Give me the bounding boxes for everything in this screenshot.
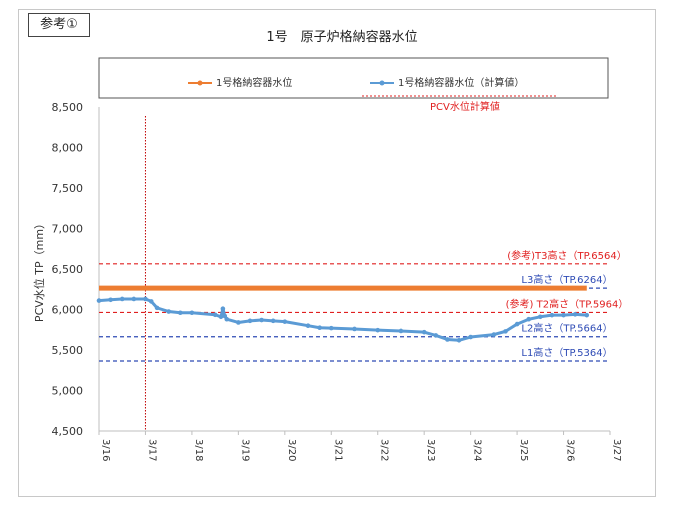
data-point: [549, 312, 555, 318]
y-tick-label: 6,500: [52, 263, 84, 276]
reference-line-label: L2高さ（TP.5664）: [521, 322, 612, 335]
legend: 1号格納容器水位 1号格納容器水位（計算値） PCV水位計算値: [188, 76, 556, 113]
data-point: [177, 310, 183, 316]
y-tick-label: 5,000: [52, 385, 84, 398]
x-tick-label: 3/20: [286, 439, 297, 461]
data-point: [154, 305, 160, 311]
x-tick-label: 3/27: [611, 439, 622, 461]
x-tick-label: 3/16: [100, 439, 111, 461]
x-tick-label: 3/24: [472, 439, 483, 461]
data-point: [572, 312, 578, 317]
reference-line-label: L1高さ（TP.5364）: [521, 346, 612, 359]
data-point: [468, 334, 473, 340]
data-point: [148, 299, 154, 304]
data-point: [282, 319, 288, 324]
series-layer: [96, 285, 590, 343]
x-tick-label: 3/17: [146, 439, 157, 461]
x-tick-label: 3/23: [425, 439, 436, 461]
y-tick-label: 5,500: [52, 344, 84, 357]
legend-marker-measured: [197, 80, 203, 86]
data-point: [491, 332, 497, 337]
reference-line-label: L3高さ（TP.6264）: [521, 273, 612, 286]
data-point: [433, 333, 439, 338]
data-point: [317, 325, 322, 331]
y-ticks: 4,500 5,000 5,500 6,000 6,500 7,000 7,500 8,000…: [52, 101, 84, 438]
x-tick-label: 3/19: [239, 439, 250, 461]
legend-label-calculated: 1号格納容器水位（計算値）: [398, 76, 524, 89]
legend-box: [98, 57, 609, 99]
data-point: [375, 327, 381, 333]
data-point: [247, 318, 253, 324]
data-point: [456, 337, 462, 343]
data-point: [526, 316, 532, 322]
x-tick-label: 3/26: [565, 439, 576, 461]
reference-lines: (参考)T3高さ（TP.6564） L3高さ（TP.6264） (参考) T2高さ（…: [99, 249, 629, 362]
data-point: [514, 321, 520, 327]
chart-title: 1号 原子炉格納容器水位: [266, 29, 417, 45]
y-axis-label: PCV水位 TP（mm）: [32, 218, 46, 322]
data-point: [398, 328, 404, 334]
data-point: [305, 323, 311, 329]
chart-frame: [18, 9, 656, 497]
y-tick-label: 6,000: [52, 304, 84, 317]
series-line-calculated: [98, 297, 587, 342]
data-point: [328, 325, 334, 331]
data-point: [352, 326, 357, 332]
data-point: [189, 310, 195, 316]
data-point: [218, 314, 224, 320]
data-point: [236, 320, 241, 325]
y-tick-label: 8,000: [52, 142, 84, 155]
data-point: [538, 314, 543, 320]
data-point: [259, 317, 264, 323]
x-tick-label: 3/22: [379, 439, 390, 461]
x-tick-label: 3/25: [518, 439, 529, 461]
data-point: [445, 337, 450, 342]
x-tick-label: 3/18: [193, 439, 204, 461]
data-point: [96, 298, 102, 303]
y-tick-label: 8,500: [52, 101, 84, 114]
data-point: [584, 312, 590, 318]
reference-badge: 参考①: [28, 13, 90, 37]
data-point: [119, 296, 125, 302]
data-point: [270, 318, 276, 324]
reference-line-label: (参考) T2高さ（TP.5964）: [506, 297, 629, 310]
legend-marker-calculated: [379, 80, 385, 86]
y-tick-label: 4,500: [52, 425, 84, 438]
data-point: [421, 329, 427, 335]
x-ticks: 3/16 3/17 3/18 3/19 3/20 3/21 3/22 3/23 3/24 3/25…: [98, 431, 622, 461]
data-point: [143, 296, 148, 302]
reference-line-label: (参考)T3高さ（TP.6564）: [507, 249, 626, 262]
data-point: [108, 297, 113, 303]
data-point: [561, 312, 566, 318]
y-tick-label: 7,000: [52, 223, 84, 236]
data-point: [503, 329, 508, 334]
x-tick-label: 3/21: [332, 439, 343, 461]
data-point: [212, 312, 218, 318]
data-point: [131, 296, 137, 302]
data-point: [166, 309, 171, 314]
data-point: [220, 306, 226, 311]
y-tick-label: 7,500: [52, 182, 84, 195]
legend-label-pcv: PCV水位計算値: [430, 100, 500, 113]
data-point: [224, 316, 230, 322]
legend-label-measured: 1号格納容器水位: [216, 76, 292, 89]
